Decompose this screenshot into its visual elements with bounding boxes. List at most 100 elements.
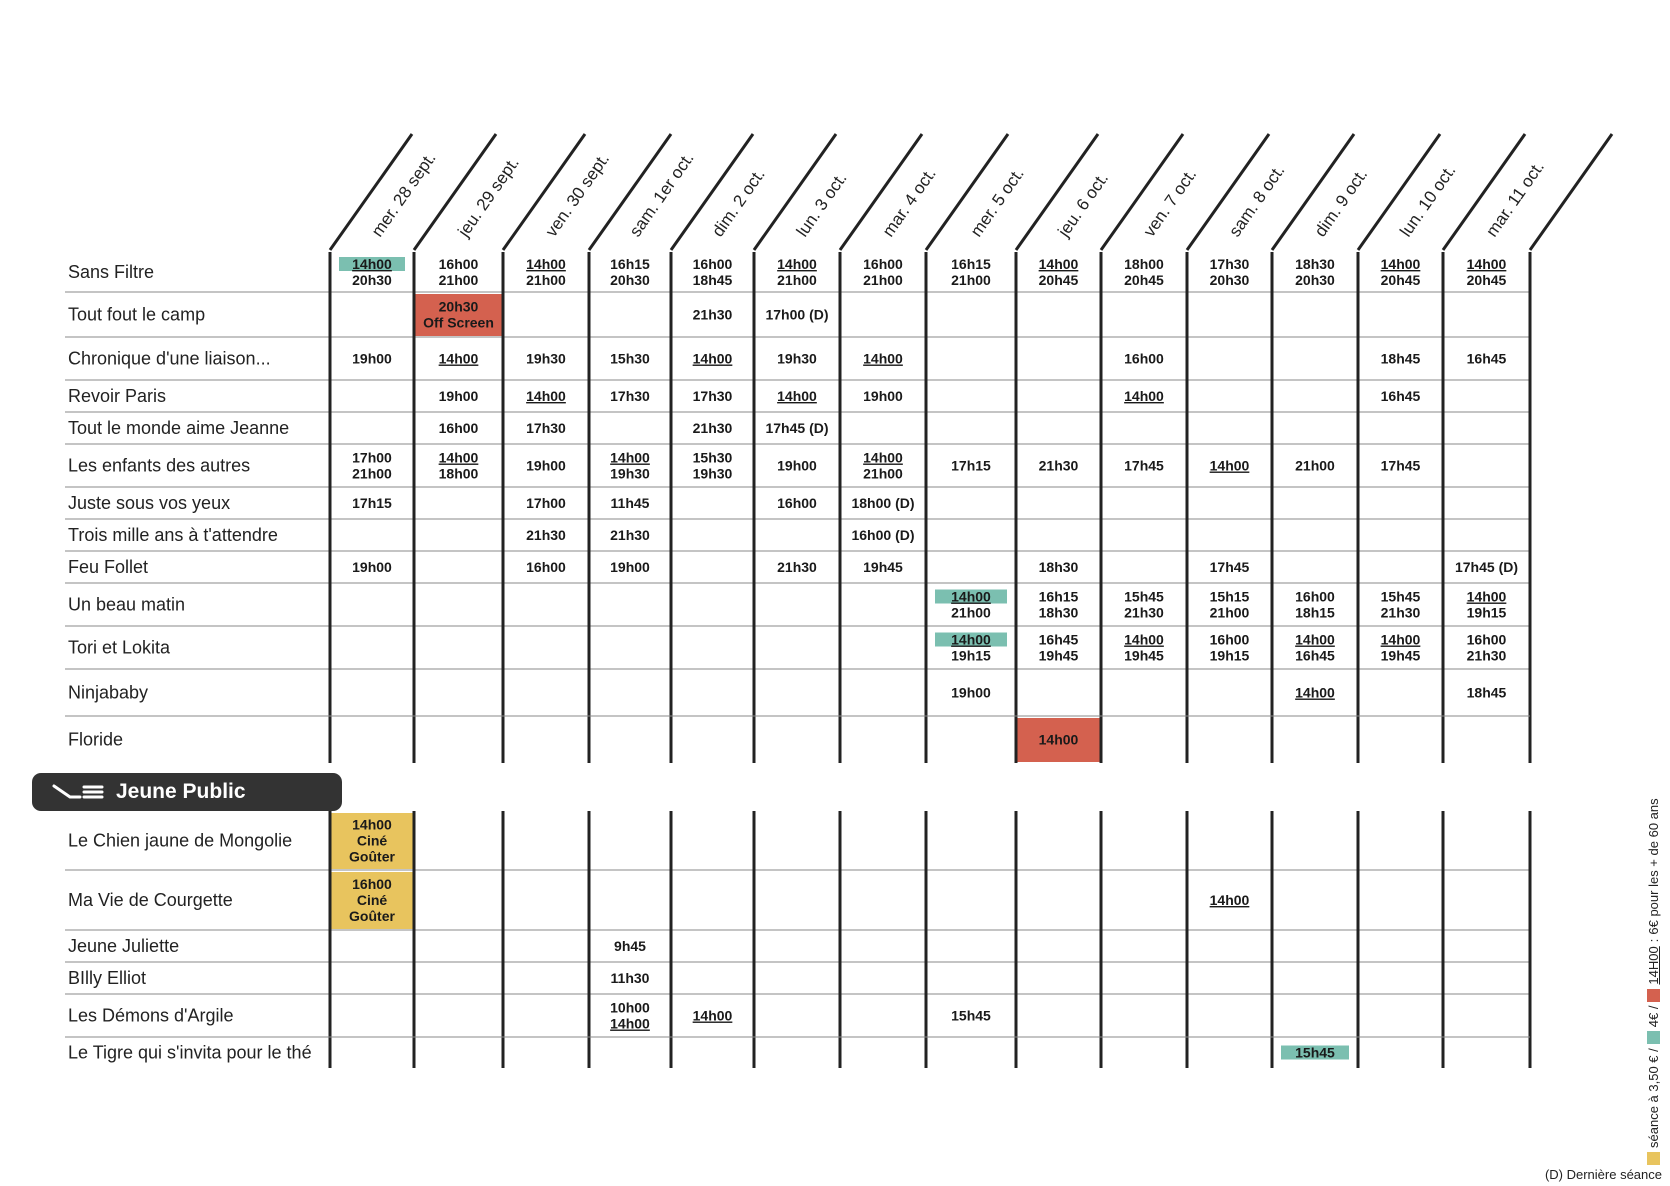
film-title: Feu Follet [68,557,148,577]
day-header: ven. 7 oct. [1140,165,1201,240]
showtime: 16h00 [439,420,479,436]
showtime: 21h00 [951,605,991,621]
film-title: Ma Vie de Courgette [68,890,233,910]
showtime: 16h00 [863,256,903,272]
showtime: 19h00 [610,559,650,575]
film-title: Juste sous vos yeux [68,493,230,513]
last-session-note: (D) Dernière séance [1544,1167,1662,1182]
showtime: 16h15 [1039,589,1079,605]
film-title: Sans Filtre [68,262,154,282]
reduced-price-highlight [935,632,1007,647]
showtime: 19h30 [693,466,733,482]
showtime: 17h15 [352,495,392,511]
showtime: 18h00 (D) [851,495,914,511]
showtime: 19h15 [951,648,991,664]
header-divider [924,133,1010,251]
showtime: 15h45 [1295,1045,1335,1061]
showtime: 14h00 [777,256,817,272]
header-divider [669,133,755,251]
showtime: 14h00 [610,450,650,466]
showtime: 20h30 [1210,272,1250,288]
showtime: 21h30 [1381,605,1421,621]
showtime: 14h00 [1210,892,1250,908]
showtime: 14h00 [777,388,817,404]
showtime: 21h00 [439,272,479,288]
showtime: 14h00 [951,589,991,605]
showtime: 17h30 [610,388,650,404]
showtime: 19h00 [863,388,903,404]
reduced-price-highlight [1281,1045,1349,1060]
showtime: Goûter [349,849,395,865]
legend-red-text: 6€ pour les + de 60 ans [1645,798,1661,935]
showtime: 21h30 [1124,605,1164,621]
showtime: 20h30 [439,299,479,315]
showtime: 16h00 [693,256,733,272]
special-screening-cell [331,872,413,929]
showtime: 19h30 [526,351,566,367]
showtime: 16h00 [1210,632,1250,648]
showtime: 18h45 [1381,351,1421,367]
showtime: 17h45 [1210,559,1250,575]
showtime: 19h30 [610,466,650,482]
header-divider [501,133,587,251]
showtime: 17h00 [526,495,566,511]
day-label: ven. 30 sept. [542,150,613,241]
day-header: mar. 11 oct. [1482,158,1548,241]
showtime: 14h00 [1295,685,1335,701]
film-title: Trois mille ans à t'attendre [68,525,278,545]
header-divider [1014,133,1100,251]
film-title: Chronique d'une liaison... [68,349,271,369]
showtime: 21h00 [863,272,903,288]
showtime: 20h45 [1039,272,1079,288]
showtime: 9h45 [614,938,646,954]
showtime: 16h00 [439,256,479,272]
showtime: 21h00 [1210,605,1250,621]
day-label: jeu. 29 sept. [454,154,523,242]
showtime: 14h00 [1467,256,1507,272]
showtime: 17h15 [951,458,991,474]
showtime: 19h30 [777,351,817,367]
showtime: 21h30 [526,527,566,543]
showtime: 20h45 [1124,272,1164,288]
showtime: 17h45 [1124,458,1164,474]
special-screening-cell [415,294,502,336]
header-divider [412,133,498,251]
showtime: 19h15 [1210,648,1250,664]
showtime: 15h45 [1124,589,1164,605]
showtime: 21h00 [863,466,903,482]
special-screening-cell [1017,718,1100,762]
showtime: 17h45 (D) [765,420,828,436]
day-label: dim. 2 oct. [708,165,769,240]
showtime: 16h15 [951,256,991,272]
showtime: 16h00 [1124,351,1164,367]
film-title: Le Tigre qui s'invita pour le thé [68,1043,312,1063]
reduced-price-highlight [935,589,1007,604]
showtime: 14h00 [1039,732,1079,748]
day-label: mar. 11 oct. [1482,158,1548,241]
showtime: 14h00 [1381,632,1421,648]
header-divider [1270,133,1356,251]
showtime: 15h30 [693,450,733,466]
showtime: Goûter [349,908,395,924]
film-title: Les enfants des autres [68,456,250,476]
day-label: mer. 5 oct. [967,164,1028,240]
day-header: ven. 30 sept. [542,150,613,241]
showtime: 14h00 [951,632,991,648]
showtime: 20h45 [1467,272,1507,288]
day-header: lun. 3 oct. [793,169,851,240]
day-header: jeu. 29 sept. [454,154,523,242]
showtime: 14h00 [693,351,733,367]
showtime: 18h00 [439,466,479,482]
day-label: ven. 7 oct. [1140,165,1201,240]
showtime: 17h30 [526,420,566,436]
showtime: 14h00 [1295,632,1335,648]
film-title: Le Chien jaune de Mongolie [68,831,292,851]
showtime: 18h30 [1039,559,1079,575]
film-title: Les Démons d'Argile [68,1006,234,1026]
legend-teal-text: 4€ / [1645,1005,1661,1028]
showtime: 14h00 [1124,632,1164,648]
showtime: 16h00 [1467,632,1507,648]
showtime: 19h00 [352,351,392,367]
showtime: 14h00 [1381,256,1421,272]
showtime: 16h00 [352,876,392,892]
